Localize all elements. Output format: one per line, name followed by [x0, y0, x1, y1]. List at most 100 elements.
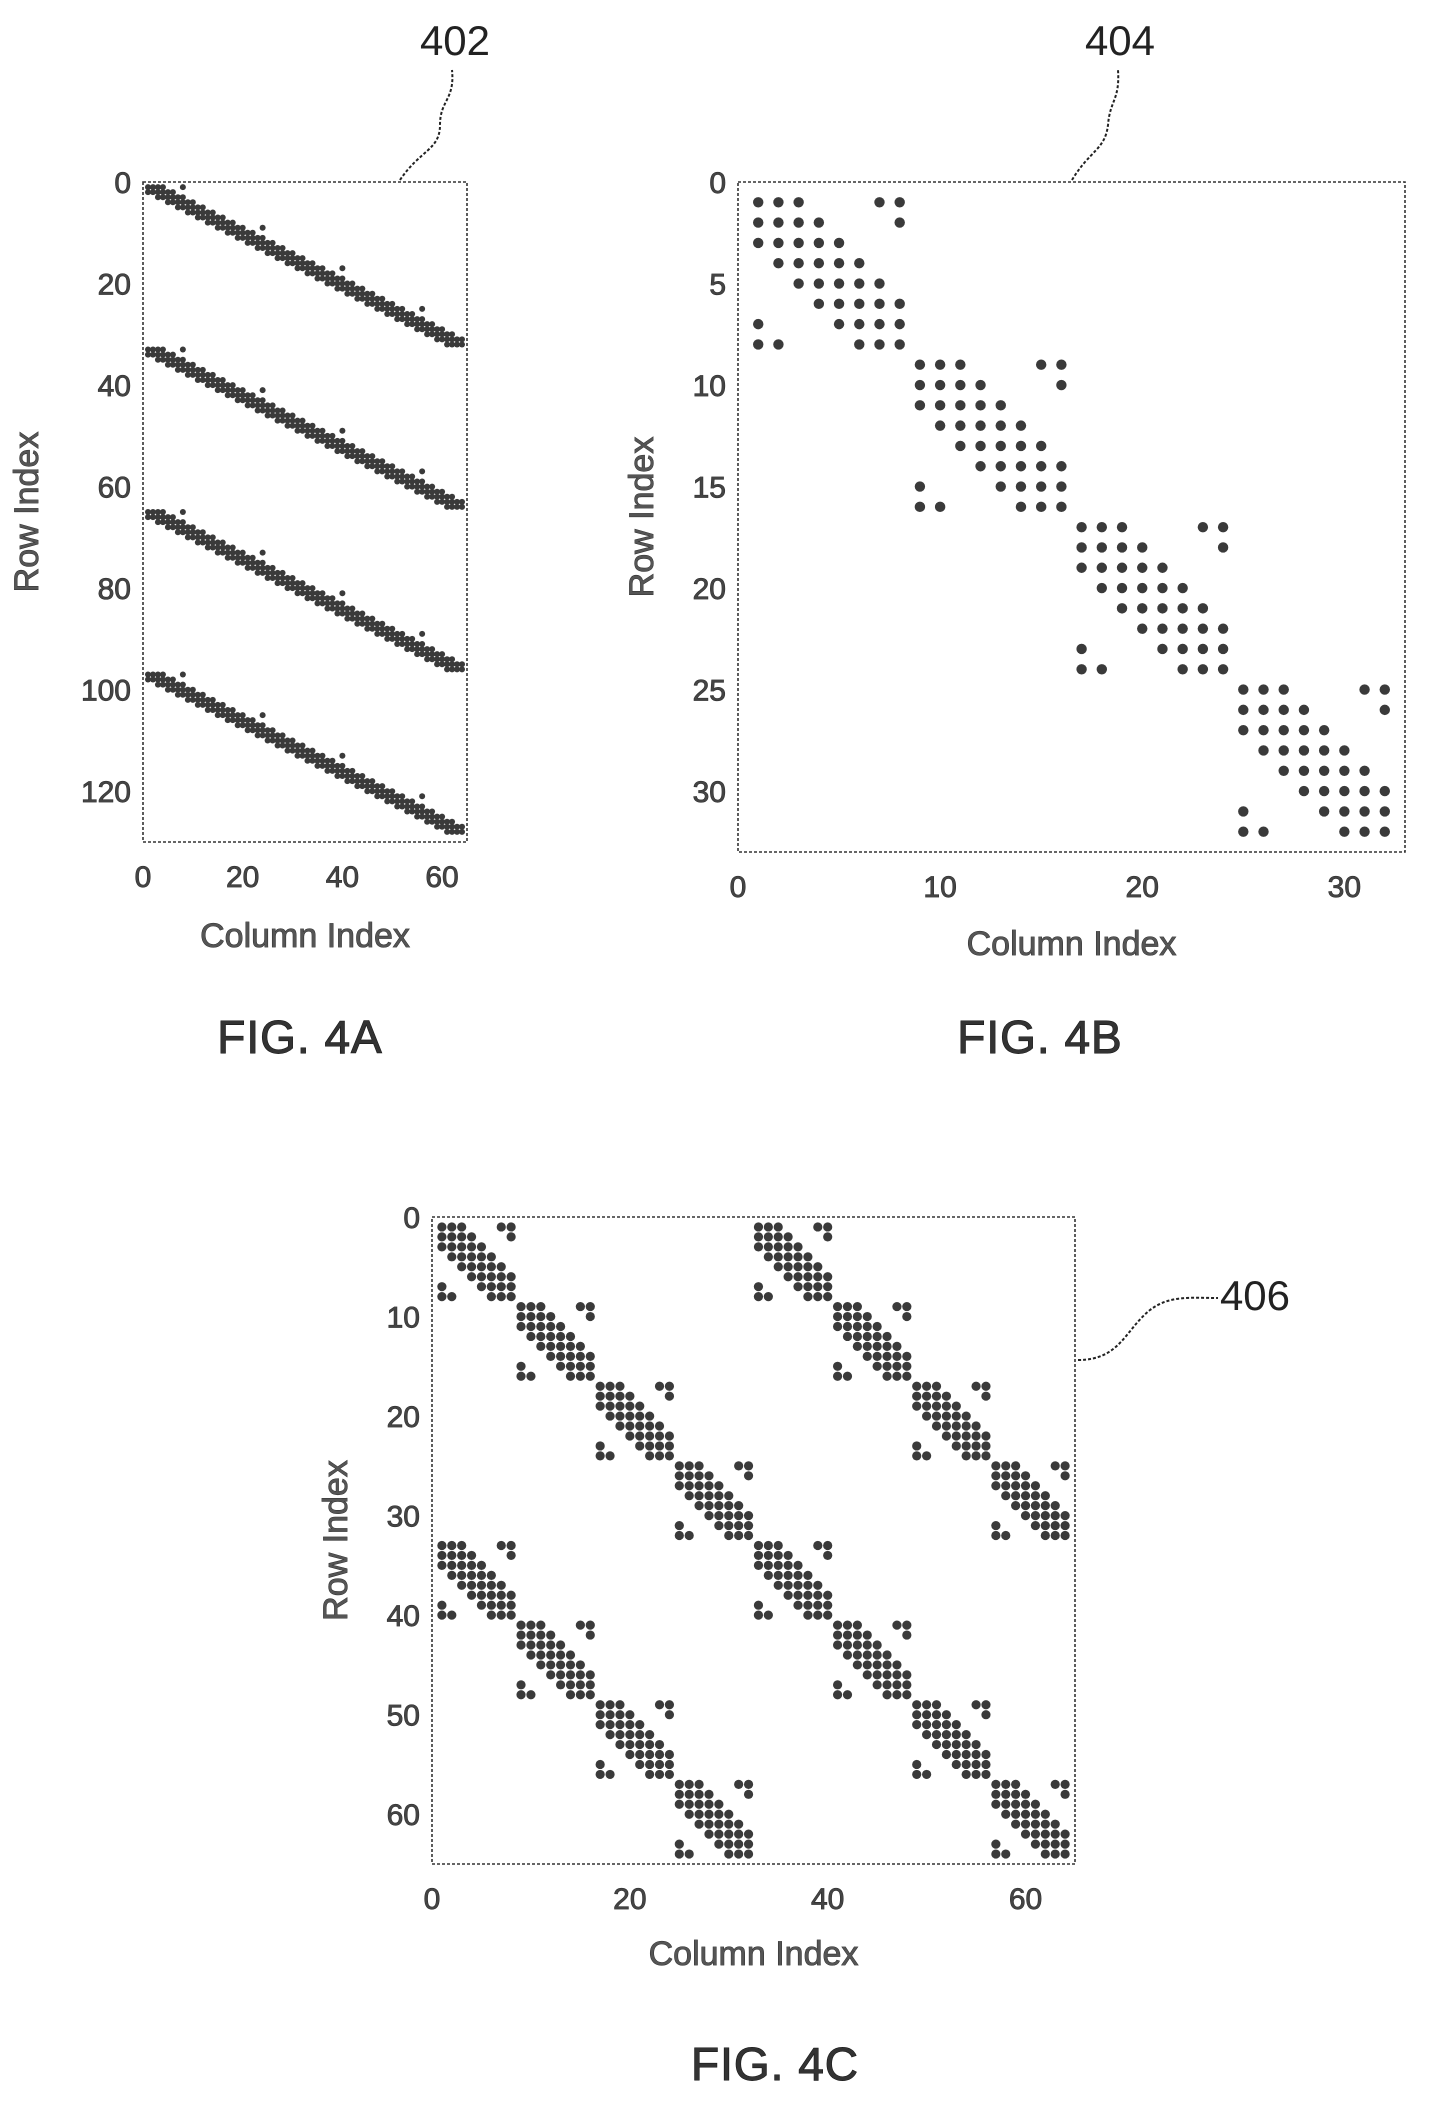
- data-point: [219, 219, 226, 226]
- data-point: [234, 392, 241, 399]
- data-point: [971, 1431, 981, 1441]
- data-point: [144, 184, 151, 191]
- data-point: [1035, 481, 1047, 492]
- data-point: [496, 1282, 506, 1292]
- data-point: [1339, 765, 1350, 776]
- data-point: [384, 793, 391, 800]
- data-point: [615, 1720, 625, 1730]
- data-point: [224, 229, 231, 236]
- data-point: [309, 747, 316, 754]
- data-point: [496, 1590, 506, 1600]
- data-point: [1177, 623, 1188, 634]
- data-point: [813, 298, 825, 310]
- data-point: [743, 1530, 754, 1541]
- data-point: [304, 752, 311, 759]
- data-point: [329, 437, 336, 444]
- data-point: [773, 197, 784, 208]
- data-point: [379, 620, 386, 627]
- data-point: [914, 501, 926, 513]
- data-point: [783, 1262, 793, 1272]
- data-point: [149, 351, 156, 358]
- data-point: [259, 559, 266, 566]
- data-point: [229, 219, 236, 226]
- data-point: [224, 387, 231, 394]
- data-point: [169, 194, 176, 201]
- data-point: [289, 742, 296, 749]
- data-point: [892, 1351, 902, 1361]
- data-point: [364, 778, 371, 785]
- data-point: [565, 1690, 576, 1700]
- data-point: [684, 1461, 694, 1471]
- data-point: [823, 1590, 833, 1600]
- data-point: [259, 407, 266, 414]
- data-point: [1056, 501, 1067, 513]
- data-point: [304, 265, 311, 272]
- data-point: [254, 239, 261, 246]
- data-point: [419, 630, 426, 637]
- data-point: [1137, 603, 1148, 614]
- data-point: [354, 448, 361, 455]
- data-point: [734, 1530, 744, 1541]
- data-point: [941, 1411, 952, 1421]
- data-point: [154, 346, 161, 353]
- data-point: [214, 539, 221, 546]
- data-point: [862, 1351, 872, 1361]
- data-point: [439, 336, 446, 343]
- data-point: [399, 793, 406, 800]
- data-point: [575, 1361, 585, 1371]
- data-point: [575, 1660, 585, 1670]
- data-point: [476, 1560, 487, 1570]
- data-point: [304, 432, 311, 439]
- data-point: [294, 747, 301, 754]
- data-point: [254, 732, 261, 739]
- data-point: [349, 615, 356, 622]
- data-point: [823, 1222, 833, 1232]
- data-point: [264, 407, 271, 414]
- data-point: [164, 356, 171, 363]
- data-point: [793, 278, 804, 289]
- data-point: [684, 1849, 694, 1859]
- data-point: [813, 217, 825, 228]
- data-point: [409, 478, 416, 485]
- data-point: [971, 1739, 981, 1750]
- data-point: [369, 458, 376, 465]
- data-point: [459, 828, 466, 835]
- data-point: [1298, 724, 1310, 736]
- data-point: [349, 443, 356, 449]
- data-point: [874, 298, 885, 310]
- data-point: [894, 298, 905, 310]
- data-point: [842, 1331, 853, 1342]
- data-point: [654, 1769, 665, 1780]
- data-point: [309, 260, 316, 267]
- data-point: [309, 265, 316, 272]
- data-point: [214, 377, 221, 383]
- data-point: [169, 199, 176, 206]
- y-axis-label: Row Index: [317, 1460, 355, 1621]
- data-point: [832, 1620, 843, 1630]
- data-point: [862, 1650, 872, 1660]
- data-point: [359, 620, 366, 627]
- data-point: [615, 1739, 625, 1750]
- data-point: [219, 701, 226, 708]
- data-point: [144, 346, 151, 353]
- data-point: [684, 1799, 694, 1809]
- data-point: [334, 773, 341, 779]
- data-point: [414, 321, 421, 328]
- data-point: [526, 1690, 536, 1700]
- data-point: [294, 422, 301, 429]
- data-point: [506, 1282, 516, 1292]
- data-point: [149, 514, 156, 521]
- data-point: [1020, 1789, 1031, 1799]
- data-point: [813, 1590, 823, 1600]
- data-point: [159, 351, 166, 358]
- y-tick-label: 60: [387, 1799, 420, 1832]
- data-point: [625, 1720, 635, 1730]
- data-point: [264, 239, 271, 246]
- data-point: [1116, 603, 1128, 614]
- data-point: [334, 605, 341, 612]
- data-point: [961, 1739, 971, 1750]
- data-point: [154, 681, 161, 688]
- data-point: [833, 258, 845, 269]
- data-point: [1238, 724, 1249, 736]
- data-point: [605, 1391, 615, 1401]
